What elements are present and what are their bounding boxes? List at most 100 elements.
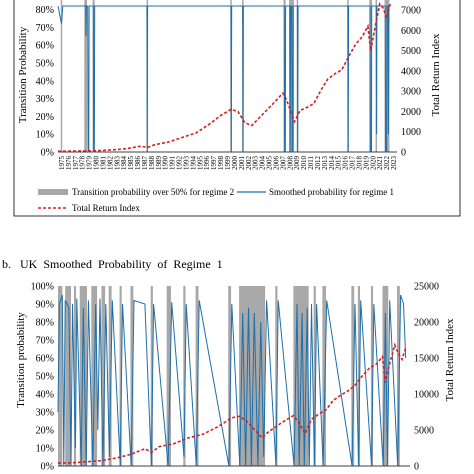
regime2-bar: [79, 286, 87, 466]
x-tick-label: 1983: [113, 156, 121, 171]
y-tick-label: 70%: [36, 23, 54, 34]
y-tick-label: 10%: [36, 130, 54, 141]
x-tick-label: 2017: [349, 156, 357, 171]
panel-b-title: UK Smoothed Probability of Regime 1: [20, 257, 223, 271]
regime2-bar: [275, 286, 278, 466]
y-tick-label: 0%: [41, 462, 54, 473]
x-tick-label: 2022: [383, 156, 391, 171]
panel-a-y-axis-title: Transition Probability: [17, 26, 29, 123]
x-tick-label: 1986: [134, 156, 142, 171]
regime2-bar: [396, 286, 400, 466]
regime2-bar: [108, 286, 112, 466]
x-tick-label: 2009: [293, 156, 301, 171]
y2-tick-label: 4000: [401, 66, 421, 77]
x-tick-label: 2001: [238, 156, 246, 171]
y-tick-label: 100%: [31, 282, 54, 293]
x-tick-label: 2004: [259, 156, 267, 171]
x-tick-label: 2013: [321, 156, 329, 171]
x-tick-label: 2016: [342, 156, 350, 171]
x-tick-label: 2008: [286, 156, 294, 171]
regime2-bar: [369, 0, 373, 152]
panel-b-y2-ticks: 0 5000 10000 15000 20000 25000: [414, 282, 439, 473]
y-tick-label: 30%: [36, 408, 54, 419]
panel-b-smoothed-probability-line: [57, 294, 407, 467]
regime2-bar: [166, 286, 171, 466]
regime2-bar: [119, 286, 122, 466]
y2-tick-label: 3000: [401, 87, 421, 98]
y2-tick-label: 5000: [401, 46, 421, 57]
y-tick-label: 80%: [36, 318, 54, 329]
panel-a-chart: 0% 10% 20% 30% 40% 50% 60% 70% 80% 0 1000 2000 3000…: [13, 0, 461, 217]
panel-a-total-return-line: [57, 2, 391, 152]
x-tick-label: 1995: [196, 156, 204, 171]
x-tick-label: 1992: [176, 156, 184, 171]
y2-tick-label: 15000: [414, 354, 439, 365]
x-tick-label: 2021: [376, 156, 384, 171]
panel-a-y-ticks: 0% 10% 20% 30% 40% 50% 60% 70% 80%: [36, 5, 54, 158]
y-tick-label: 0%: [41, 148, 54, 159]
y-tick-label: 40%: [36, 76, 54, 87]
x-tick-label: 1975: [58, 156, 66, 171]
panel-a-y2-ticks: 0 1000 2000 3000 4000 5000 6000 7000: [401, 6, 421, 159]
regime2-bar: [357, 286, 361, 466]
y2-tick-label: 25000: [414, 282, 439, 293]
x-tick-label: 2023: [390, 156, 398, 171]
x-tick-label: 1985: [127, 156, 135, 171]
y-tick-label: 20%: [36, 112, 54, 123]
x-tick-label: 1997: [210, 156, 218, 171]
x-tick-label: 1976: [65, 156, 73, 171]
y-tick-label: 60%: [36, 354, 54, 365]
y2-tick-label: 0: [414, 462, 419, 473]
regime2-bar: [228, 286, 232, 466]
y2-tick-label: 5000: [414, 426, 434, 437]
x-tick-label: 2010: [300, 156, 308, 171]
regime2-bar: [150, 286, 153, 466]
x-tick-label: 1994: [189, 156, 197, 171]
regime2-bar: [195, 286, 199, 466]
regime2-bar: [60, 0, 63, 152]
x-tick-label: 1998: [217, 156, 225, 171]
x-tick-label: 1981: [99, 156, 107, 171]
x-tick-label: 2006: [272, 156, 280, 171]
x-tick-label: 1991: [169, 156, 177, 171]
y2-tick-label: 6000: [401, 26, 421, 37]
y-tick-label: 60%: [36, 41, 54, 52]
legend-label-total-return: Total Return Index: [72, 203, 140, 213]
panel-b-y-axis-title: Transition probability: [15, 312, 27, 408]
y2-tick-label: 7000: [401, 6, 421, 17]
y-tick-label: 10%: [36, 444, 54, 455]
regime2-bar: [370, 286, 374, 466]
y-tick-label: 50%: [36, 372, 54, 383]
x-tick-label: 1988: [148, 156, 156, 171]
x-tick-label: 1989: [155, 156, 163, 171]
legend-label-smoothed: Smoothed probability for regime 1: [269, 187, 394, 197]
panel-a-smoothed-probability-line: [57, 5, 391, 153]
x-tick-label: 1999: [224, 156, 232, 171]
panel-b-total-return-line: [57, 342, 407, 464]
x-tick-label: 2005: [266, 156, 274, 171]
regime2-bar: [73, 286, 77, 466]
x-tick-label: 2007: [279, 156, 287, 171]
legend-swatch-regime2: [38, 189, 68, 195]
x-tick-label: 2018: [355, 156, 363, 171]
x-tick-label: 2019: [362, 156, 370, 171]
x-tick-label: 2014: [328, 156, 336, 171]
x-tick-label: 1977: [72, 156, 80, 171]
panel-a-frame: [13, 0, 461, 217]
x-tick-label: 2011: [307, 156, 315, 170]
panel-a-y2-axis-title: Total Return Index: [430, 33, 442, 116]
panel-b-y-ticks: 0% 10% 20% 30% 40% 50% 60% 70% 80% 90% 100%: [31, 282, 54, 473]
y2-tick-label: 2000: [401, 107, 421, 118]
x-tick-label: 1984: [120, 156, 128, 171]
x-tick-label: 2002: [245, 156, 253, 171]
y-tick-label: 80%: [36, 5, 54, 16]
panel-b-chart: b. UK Smoothed Probability of Regime 1 0…: [2, 257, 456, 473]
x-tick-label: 2012: [314, 156, 322, 171]
x-tick-label: 1990: [162, 156, 170, 171]
x-tick-label: 2003: [252, 156, 260, 171]
panel-b-y2-axis-title: Total Return Index: [444, 318, 456, 401]
y-tick-label: 90%: [36, 300, 54, 311]
x-tick-label: 1980: [93, 156, 101, 171]
y-tick-label: 30%: [36, 94, 54, 105]
